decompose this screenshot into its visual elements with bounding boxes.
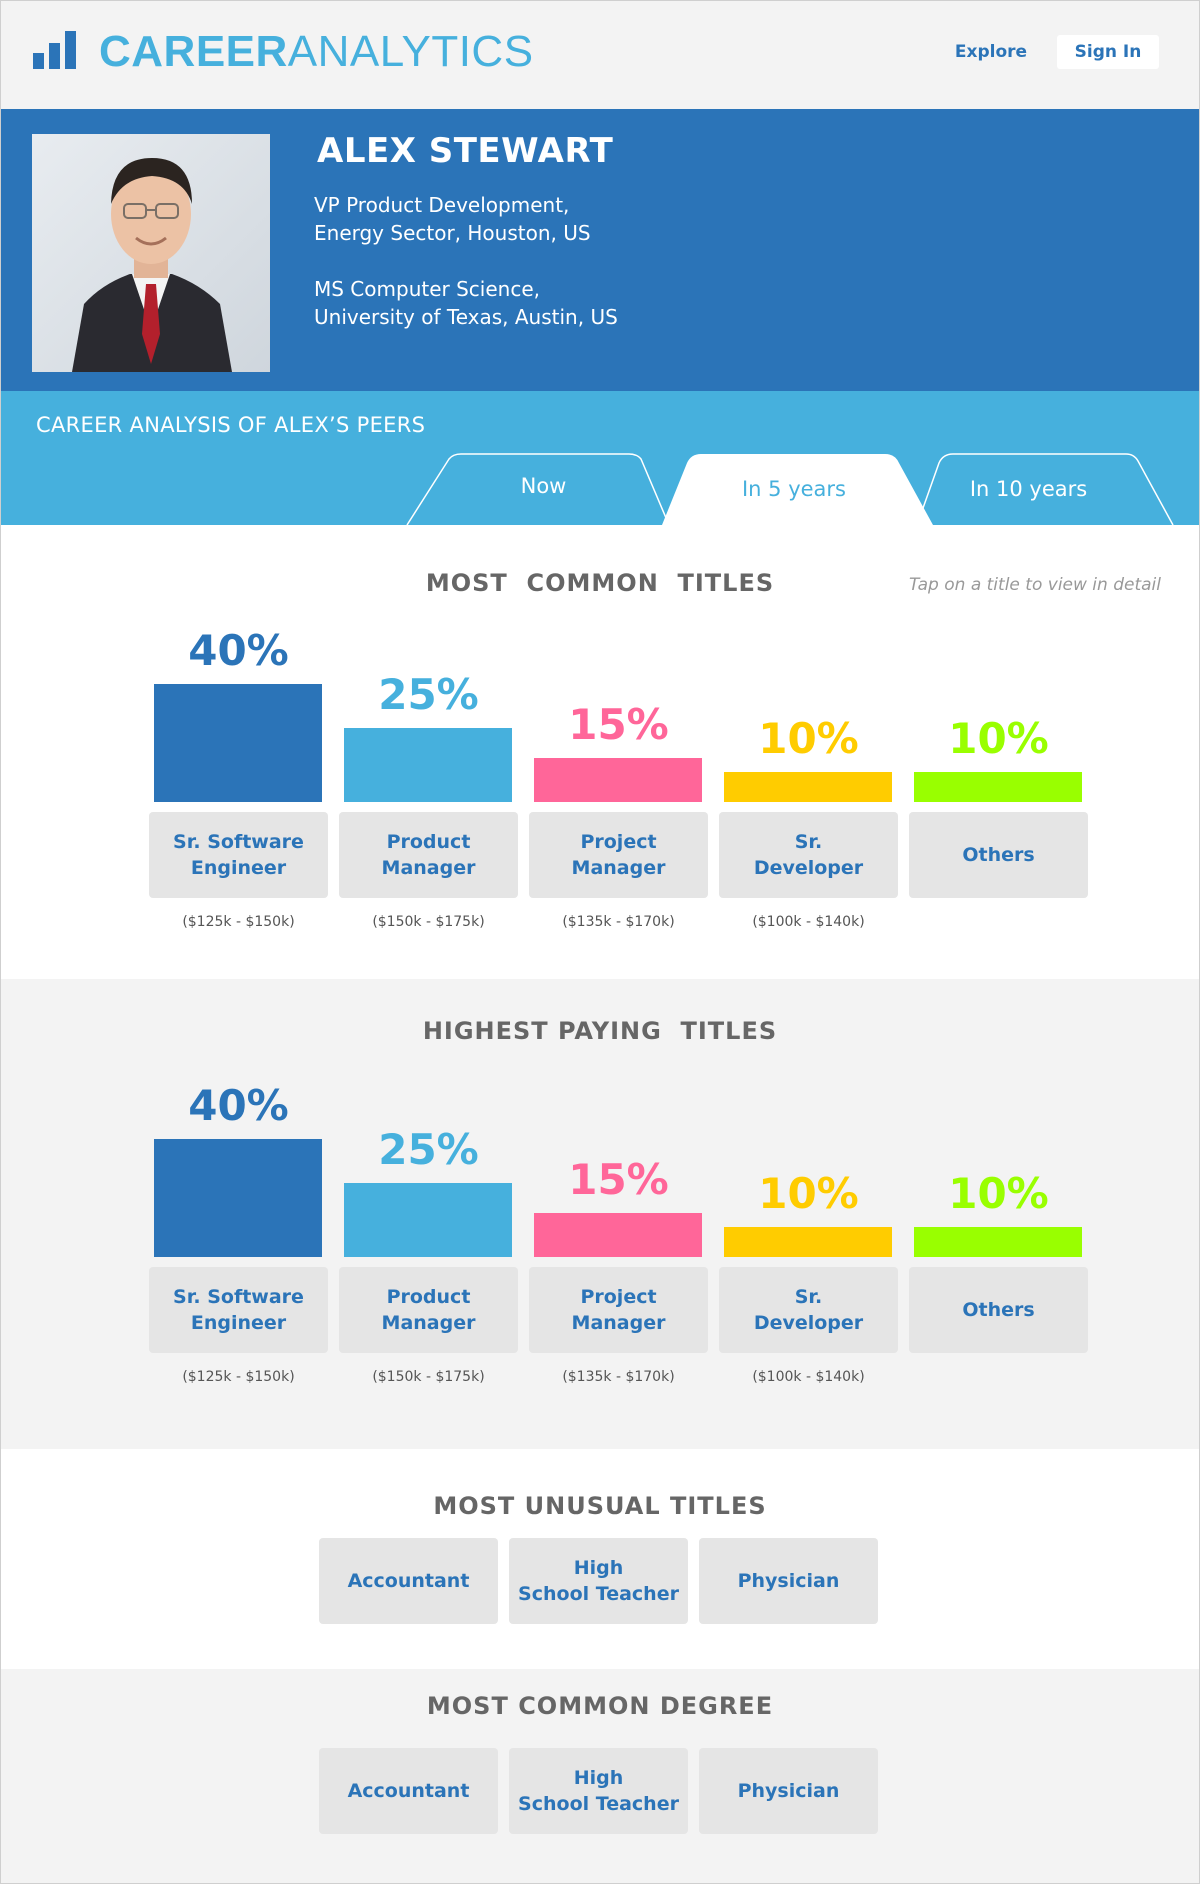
- unusual-title-card[interactable]: High School Teacher: [509, 1538, 688, 1624]
- chart-bar[interactable]: [154, 1139, 322, 1257]
- profile-education-line1: MS Computer Science,: [314, 277, 540, 301]
- job-title-card[interactable]: Product Manager: [339, 1267, 518, 1353]
- job-title-card[interactable]: Project Manager: [529, 812, 708, 898]
- degree-card[interactable]: Accountant: [319, 1748, 498, 1834]
- tab-shapes: [406, 453, 1174, 525]
- profile-banner: ALEX STEWART VP Product Development, Ene…: [1, 109, 1199, 391]
- job-title-card[interactable]: Sr. Developer: [719, 812, 898, 898]
- job-title-label: Product Manager: [381, 831, 476, 879]
- salary-range: ($125k - $150k): [182, 914, 295, 930]
- top-header: CAREERANALYTICS Explore Sign In: [1, 1, 1199, 109]
- peers-analysis-band: CAREER ANALYSIS OF ALEX’S PEERS Now In 5…: [1, 391, 1199, 525]
- salary-range: ($150k - $175k): [372, 914, 485, 930]
- chart-bar[interactable]: [724, 772, 892, 802]
- bar-percentage-label: 15%: [568, 1155, 669, 1204]
- chart-bar[interactable]: [724, 1227, 892, 1257]
- job-title-card[interactable]: Sr. Software Engineer: [149, 812, 328, 898]
- chart-bar[interactable]: [914, 772, 1082, 802]
- bar-percentage-label: 15%: [568, 700, 669, 749]
- card-label: Physician: [737, 1570, 840, 1592]
- unusual-title-card[interactable]: Physician: [699, 1538, 878, 1624]
- job-title-label: Others: [962, 844, 1035, 866]
- bar-percentage-label: 40%: [188, 1081, 289, 1130]
- salary-range: ($125k - $150k): [182, 1369, 295, 1385]
- salary-range: ($135k - $170k): [562, 914, 675, 930]
- degree-card[interactable]: High School Teacher: [509, 1748, 688, 1834]
- salary-range: ($135k - $170k): [562, 1369, 675, 1385]
- profile-role-line1: VP Product Development,: [314, 193, 570, 217]
- tab-in-10-years[interactable]: In 10 years: [969, 477, 1088, 501]
- job-title-label: Product Manager: [381, 1286, 476, 1334]
- sign-in-button[interactable]: Sign In: [1057, 35, 1159, 69]
- card-label: Accountant: [347, 1780, 470, 1802]
- job-title-label: Sr. Developer: [753, 831, 864, 879]
- brand-part2: ANALYTICS: [287, 27, 534, 76]
- most-common-titles-heading: MOST COMMON TITLES: [425, 569, 775, 597]
- salary-range: ($100k - $140k): [752, 914, 865, 930]
- brand-logo[interactable]: CAREERANALYTICS: [99, 27, 534, 77]
- job-title-label: Project Manager: [571, 1286, 666, 1334]
- job-title-card[interactable]: Sr. Developer: [719, 1267, 898, 1353]
- bar-percentage-label: 10%: [948, 714, 1049, 763]
- profile-photo: [32, 134, 270, 372]
- chart-bar[interactable]: [344, 1183, 512, 1257]
- job-title-label: Sr. Software Engineer: [173, 1286, 304, 1334]
- job-title-label: Sr. Developer: [753, 1286, 864, 1334]
- job-title-card[interactable]: Others: [909, 1267, 1088, 1353]
- chart-bar[interactable]: [914, 1227, 1082, 1257]
- degree-card[interactable]: Physician: [699, 1748, 878, 1834]
- job-title-label: Others: [962, 1299, 1035, 1321]
- explore-link[interactable]: Explore: [954, 42, 1028, 62]
- bar-chart-icon: [33, 31, 79, 69]
- bar-percentage-label: 25%: [378, 1125, 479, 1174]
- bar-percentage-label: 40%: [188, 626, 289, 675]
- salary-range: ($100k - $140k): [752, 1369, 865, 1385]
- chart-bar[interactable]: [534, 1213, 702, 1257]
- bar-percentage-label: 10%: [758, 714, 859, 763]
- unusual-title-card[interactable]: Accountant: [319, 1538, 498, 1624]
- tab-now[interactable]: Now: [520, 474, 567, 498]
- chart-bar[interactable]: [534, 758, 702, 802]
- peers-analysis-title: CAREER ANALYSIS OF ALEX’S PEERS: [36, 413, 426, 437]
- profile-education-line2: University of Texas, Austin, US: [314, 305, 618, 329]
- chart-bar[interactable]: [154, 684, 322, 802]
- job-title-label: Project Manager: [571, 831, 666, 879]
- tab-in-5-years[interactable]: In 5 years: [741, 477, 846, 501]
- job-title-card[interactable]: Others: [909, 812, 1088, 898]
- brand-part1: CAREER: [99, 27, 288, 76]
- card-label: Accountant: [347, 1570, 470, 1592]
- bar-percentage-label: 25%: [378, 670, 479, 719]
- most-common-degree-heading: MOST COMMON DEGREE: [426, 1692, 774, 1720]
- most-unusual-titles-heading: MOST UNUSUAL TITLES: [433, 1492, 767, 1520]
- job-title-card[interactable]: Product Manager: [339, 812, 518, 898]
- bar-percentage-label: 10%: [758, 1169, 859, 1218]
- card-label: High School Teacher: [518, 1767, 679, 1815]
- card-label: Physician: [737, 1780, 840, 1802]
- tap-hint-text: Tap on a title to view in detail: [909, 575, 1161, 595]
- job-title-card[interactable]: Sr. Software Engineer: [149, 1267, 328, 1353]
- bar-percentage-label: 10%: [948, 1169, 1049, 1218]
- profile-role-line2: Energy Sector, Houston, US: [314, 221, 591, 245]
- highest-paying-titles-heading: HIGHEST PAYING TITLES: [422, 1017, 778, 1045]
- card-label: High School Teacher: [518, 1557, 679, 1605]
- profile-name: ALEX STEWART: [317, 131, 614, 171]
- job-title-card[interactable]: Project Manager: [529, 1267, 708, 1353]
- job-title-label: Sr. Software Engineer: [173, 831, 304, 879]
- salary-range: ($150k - $175k): [372, 1369, 485, 1385]
- chart-bar[interactable]: [344, 728, 512, 802]
